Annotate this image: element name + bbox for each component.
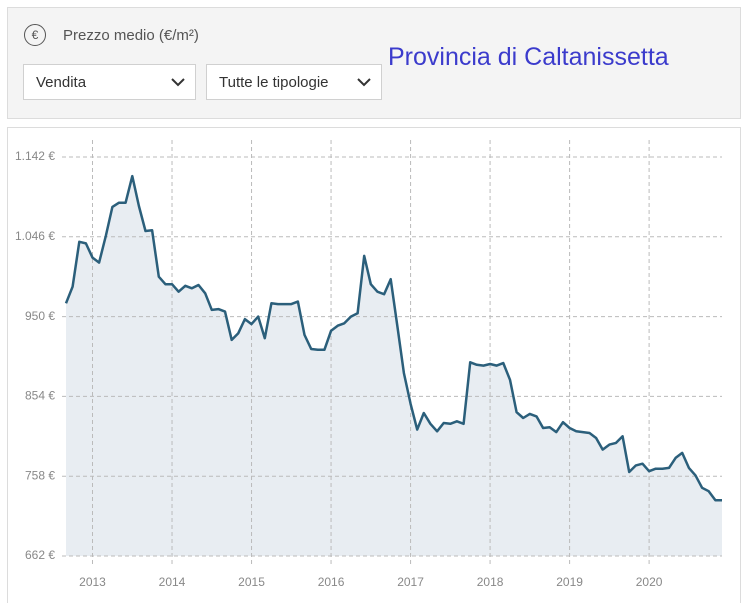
y-tick-label: 1.046 € bbox=[15, 229, 55, 243]
header: € Prezzo medio (€/m²) Vendita Tutte le t… bbox=[7, 7, 741, 119]
contract-select[interactable]: Vendita bbox=[23, 64, 196, 100]
x-tick-label: 2013 bbox=[79, 575, 106, 589]
y-tick-label: 662 € bbox=[25, 548, 55, 562]
x-tick-label: 2019 bbox=[556, 575, 583, 589]
chart-title: Provincia di Caltanissetta bbox=[388, 43, 669, 71]
chart-frame bbox=[7, 127, 741, 603]
x-tick-label: 2014 bbox=[159, 575, 186, 589]
select-text: Vendita bbox=[36, 74, 87, 91]
chevron bbox=[357, 78, 371, 87]
line bbox=[64, 174, 722, 502]
x-tick-label: 2016 bbox=[318, 575, 345, 589]
x-tick-label: 2020 bbox=[636, 575, 663, 589]
x-tick-label: 2017 bbox=[397, 575, 424, 589]
y-tick-label: 950 € bbox=[25, 309, 55, 323]
euro-icon: € bbox=[24, 24, 46, 46]
y-tick-label: 854 € bbox=[25, 389, 55, 403]
y-tick-label: 1.142 € bbox=[15, 149, 55, 163]
type-select[interactable]: Tutte le tipologie bbox=[206, 64, 382, 100]
select-text: Tutte le tipologie bbox=[219, 74, 329, 91]
metric-label: Prezzo medio (€/m²) bbox=[63, 27, 199, 44]
chevron bbox=[171, 78, 185, 87]
area bbox=[66, 176, 722, 556]
y-tick-label: 758 € bbox=[25, 468, 55, 482]
x-tick-label: 2015 bbox=[238, 575, 265, 589]
x-tick-label: 2018 bbox=[477, 575, 504, 589]
